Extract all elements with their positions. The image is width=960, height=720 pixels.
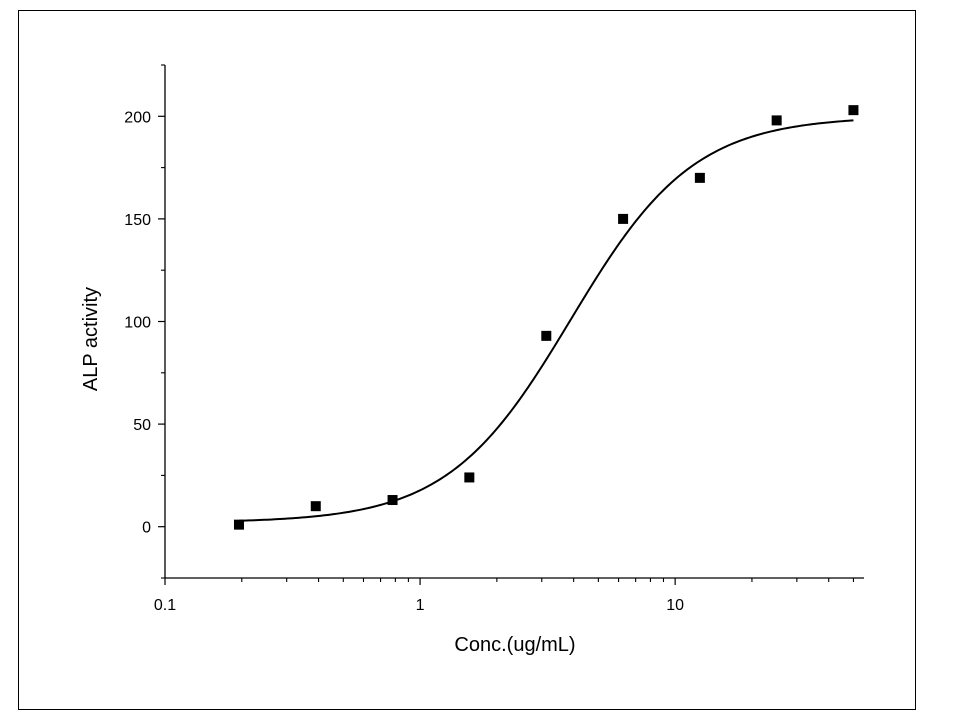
fit-curve (238, 119, 854, 522)
y-tick-label: 150 (124, 212, 151, 229)
data-point (541, 330, 552, 341)
data-point (848, 105, 859, 116)
x-tick-label: 10 (666, 597, 684, 614)
data-point (618, 213, 629, 224)
data-point (694, 172, 705, 183)
y-tick-label: 200 (124, 109, 151, 126)
y-tick-label: 100 (124, 315, 151, 332)
chart: 0 50 100 150 200 0.1 1 10 Conc.(ug/mL) ALP acti… (80, 64, 864, 656)
x-tick-label: 0.1 (154, 597, 176, 614)
data-point (310, 501, 321, 512)
ticks: 0 50 100 150 200 0.1 1 10 (124, 64, 854, 614)
y-tick-label: 50 (133, 417, 151, 434)
y-tick-label: 0 (142, 520, 151, 537)
x-axis-label: Conc.(ug/mL) (454, 634, 575, 656)
y-axis-label: ALP activity (80, 287, 102, 391)
data-points (233, 105, 859, 530)
fit-curve-group (238, 119, 854, 522)
x-tick-label: 1 (416, 597, 425, 614)
chart-frame: 0 50 100 150 200 0.1 1 10 Conc.(ug/mL) ALP acti… (18, 10, 916, 710)
data-point (464, 472, 475, 483)
axes (164, 65, 864, 579)
data-point (771, 115, 782, 126)
data-point (233, 519, 244, 530)
data-point (387, 495, 398, 506)
